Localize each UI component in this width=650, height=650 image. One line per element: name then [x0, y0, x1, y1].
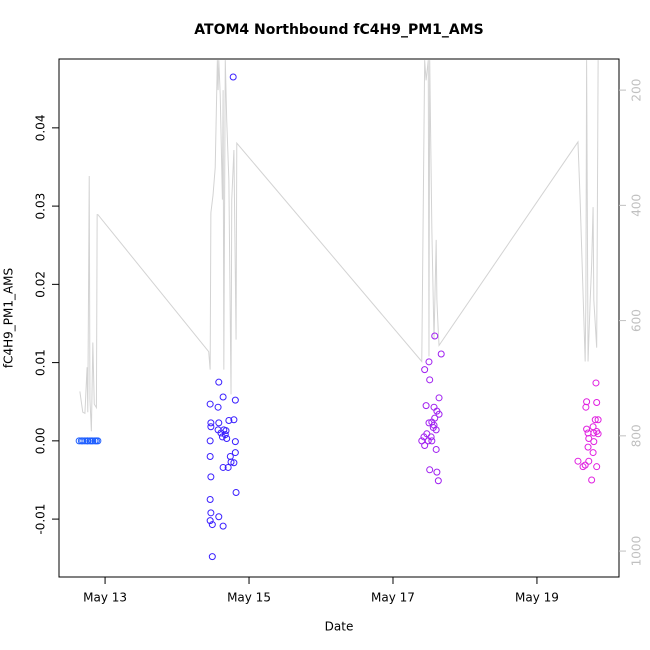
point [584, 443, 592, 451]
point [225, 417, 233, 425]
point [222, 427, 230, 435]
line-series [79, 60, 599, 432]
point [421, 442, 429, 450]
y2-tick-label: 800 [630, 424, 644, 447]
point [84, 437, 92, 445]
point [594, 416, 602, 424]
y-tick-label: 0.02 [34, 271, 48, 298]
point [206, 437, 214, 445]
point [421, 366, 429, 374]
point [574, 457, 582, 465]
point [426, 376, 434, 384]
point [593, 463, 601, 471]
point [427, 433, 435, 441]
point [208, 553, 216, 561]
point [425, 358, 433, 366]
point [227, 458, 235, 466]
point [583, 398, 591, 406]
point [585, 457, 593, 465]
y-axis-label: fC4H9_PM1_AMS [2, 268, 16, 368]
point [207, 509, 215, 517]
point [593, 399, 601, 407]
point [594, 430, 602, 438]
point [590, 438, 598, 446]
point [230, 459, 238, 467]
point [79, 437, 87, 445]
point [589, 449, 597, 457]
point [224, 463, 232, 471]
x-tick-label: May 19 [515, 591, 559, 605]
x-axis-label: Date [325, 620, 354, 634]
point [207, 419, 215, 427]
point [232, 488, 240, 496]
y-tick-label: 0.01 [34, 349, 48, 376]
y2-tick-label: 1000 [630, 536, 644, 567]
y2-tick-label: 600 [630, 309, 644, 332]
point [219, 393, 227, 401]
point [219, 463, 227, 471]
y2-tick-label: 400 [630, 194, 644, 217]
point [206, 400, 214, 408]
point [206, 517, 214, 525]
point [435, 410, 443, 418]
y-tick-label: 0.03 [34, 193, 48, 220]
x-tick-label: May 15 [227, 591, 271, 605]
point [579, 463, 587, 471]
point [422, 402, 430, 410]
point [207, 423, 215, 431]
y-tick-label: 0.00 [34, 427, 48, 454]
point [591, 416, 599, 424]
point [426, 466, 434, 474]
point [230, 416, 238, 424]
point [583, 425, 591, 433]
point [94, 437, 102, 445]
point [89, 437, 97, 445]
point [206, 496, 214, 504]
plot-border [58, 58, 620, 578]
point [231, 438, 239, 446]
point [231, 396, 239, 404]
point [435, 394, 443, 402]
y2-tick-label: 200 [630, 79, 644, 102]
point [431, 414, 439, 422]
point [428, 437, 436, 445]
point [214, 403, 222, 411]
point [207, 473, 215, 481]
point [432, 426, 440, 434]
x-tick-label: May 13 [83, 591, 127, 605]
point [221, 431, 229, 439]
point [581, 461, 589, 469]
point [433, 468, 441, 476]
point [206, 452, 214, 460]
point [592, 379, 600, 387]
y-tick-label: 0.04 [34, 114, 48, 141]
point [434, 477, 442, 485]
point [588, 476, 596, 484]
plot-area [75, 60, 602, 561]
point [215, 419, 223, 427]
x-tick-label: May 17 [371, 591, 415, 605]
chart-title: ATOM4 Northbound fC4H9_PM1_AMS [194, 22, 483, 38]
point [432, 445, 440, 453]
point [231, 449, 239, 457]
point [208, 521, 216, 529]
point [431, 332, 439, 340]
point [437, 350, 445, 358]
point [223, 435, 231, 443]
point [219, 522, 227, 530]
point [215, 513, 223, 521]
point [585, 435, 593, 443]
point [229, 73, 237, 81]
point [215, 378, 223, 386]
y-tick-label: -0.01 [34, 504, 48, 535]
